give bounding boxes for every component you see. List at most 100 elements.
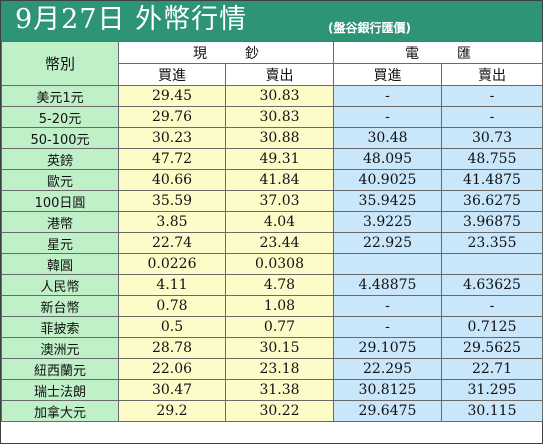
tt-sell-rate: 22.71	[441, 358, 543, 380]
cash-sell-rate: 30.83	[225, 85, 334, 107]
table-row: 人民幣 4.11 4.78 4.48875 4.63625	[1, 274, 543, 296]
cash-buy-rate: 47.72	[118, 148, 226, 170]
cash-buy-rate: 0.0226	[118, 253, 226, 275]
tt-sell-rate: 4.63625	[441, 274, 543, 296]
tt-buy-rate: 29.6475	[333, 400, 442, 422]
cash-sell-rate: 30.88	[225, 127, 334, 149]
table-row: 100日圓 35.59 37.03 35.9425 36.6275	[1, 190, 543, 212]
tt-buy-rate: -	[333, 85, 442, 107]
cash-buy-rate: 29.2	[118, 400, 226, 422]
tt-sell-rate	[441, 253, 543, 275]
cash-sell-rate: 0.0308	[225, 253, 334, 275]
rate-table-body: 美元1元 29.45 30.83- -5-20元 29.76 30.83- -50-100元…	[1, 85, 543, 422]
cash-buy-rate: 28.78	[118, 337, 226, 359]
cash-buy-rate: 0.78	[118, 295, 226, 317]
table-row: 美元1元 29.45 30.83- -	[1, 85, 543, 107]
tt-buy-rate: 30.48	[333, 127, 442, 149]
cash-buy-rate: 40.66	[118, 169, 226, 191]
cash-sell-rate: 23.18	[225, 358, 334, 380]
tt-sell-rate: -	[441, 295, 543, 317]
cash-buy-rate: 3.85	[118, 211, 226, 233]
table-row: 澳洲元 28.78 30.15 29.1075 29.5625	[1, 337, 543, 359]
cash-sell-rate: 1.08	[225, 295, 334, 317]
table-row: 星元 22.74 23.44 22.925 23.355	[1, 232, 543, 254]
tt-buy-rate: 4.48875	[333, 274, 442, 296]
tt-buy-rate: 29.1075	[333, 337, 442, 359]
tt-sell-rate: 36.6275	[441, 190, 543, 212]
tt-sell-rate: 31.295	[441, 379, 543, 401]
cash-buy-rate: 35.59	[118, 190, 226, 212]
tt-buy-rate: 22.295	[333, 358, 442, 380]
tt-sell-rate: 48.755	[441, 148, 543, 170]
currency-name: 澳洲元	[1, 337, 119, 359]
currency-name: 紐西蘭元	[1, 358, 119, 380]
table-row: 英鎊 47.72 49.31 48.095 48.755	[1, 148, 543, 170]
table-row: 5-20元 29.76 30.83- -	[1, 106, 543, 128]
currency-name: 韓圓	[1, 253, 119, 275]
tt-buy-rate: 48.095	[333, 148, 442, 170]
tt-sell-rate: -	[441, 106, 543, 128]
tt-buy-rate: -	[333, 295, 442, 317]
currency-name: 港幣	[1, 211, 119, 233]
table-row: 港幣 3.85 4.04 3.9225 3.96875	[1, 211, 543, 233]
tt-buy-rate: 40.9025	[333, 169, 442, 191]
cash-sell-header: 賣出	[225, 63, 334, 86]
cash-buy-rate: 4.11	[118, 274, 226, 296]
cash-buy-header: 買進	[118, 63, 226, 86]
tt-buy-rate	[333, 253, 442, 275]
tt-buy-rate: 30.8125	[333, 379, 442, 401]
table-row: 新台幣 0.78 1.08- -	[1, 295, 543, 317]
tt-sell-rate: 3.96875	[441, 211, 543, 233]
tt-sell-rate: 29.5625	[441, 337, 543, 359]
tt-buy-rate: -	[333, 316, 442, 338]
cash-buy-rate: 0.5	[118, 316, 226, 338]
cash-buy-rate: 29.76	[118, 106, 226, 128]
currency-name: 人民幣	[1, 274, 119, 296]
cash-group-header: 現鈔	[118, 41, 334, 64]
cash-sell-rate: 41.84	[225, 169, 334, 191]
currency-name: 50-100元	[1, 127, 119, 149]
cash-sell-rate: 30.15	[225, 337, 334, 359]
currency-name: 英鎊	[1, 148, 119, 170]
tt-buy-rate: 35.9425	[333, 190, 442, 212]
cash-buy-rate: 29.45	[118, 85, 226, 107]
currency-name: 星元	[1, 232, 119, 254]
cash-sell-rate: 23.44	[225, 232, 334, 254]
tt-buy-rate: -	[333, 106, 442, 128]
cash-sell-rate: 4.04	[225, 211, 334, 233]
table-row: 瑞士法朗 30.47 31.38 30.8125 31.295	[1, 379, 543, 401]
currency-column-header: 幣別	[1, 41, 119, 86]
exchange-rate-table: 幣別 現鈔 電匯 買進 賣出 買進 賣出 美元1元 29.45 30.83- -5-2…	[1, 41, 543, 422]
cash-sell-rate: 37.03	[225, 190, 334, 212]
currency-name: 歐元	[1, 169, 119, 191]
tt-buy-rate: 3.9225	[333, 211, 442, 233]
page-title: 9月27日 外幣行情	[15, 4, 248, 35]
tt-sell-rate: -	[441, 85, 543, 107]
cash-sell-rate: 49.31	[225, 148, 334, 170]
tt-buy-header: 買進	[333, 63, 442, 86]
table-row: 韓圓 0.0226 0.0308	[1, 253, 543, 275]
table-row: 歐元 40.66 41.84 40.9025 41.4875	[1, 169, 543, 191]
title-bar: 9月27日 外幣行情 (盤谷銀行匯價)	[1, 1, 542, 41]
cash-sell-rate: 31.38	[225, 379, 334, 401]
currency-name: 加拿大元	[1, 400, 119, 422]
cash-sell-rate: 30.22	[225, 400, 334, 422]
table-row: 加拿大元 29.2 30.22 29.6475 30.115	[1, 400, 543, 422]
currency-name: 5-20元	[1, 106, 119, 128]
cash-sell-rate: 4.78	[225, 274, 334, 296]
tt-buy-rate: 22.925	[333, 232, 442, 254]
currency-name: 菲披索	[1, 316, 119, 338]
tt-sell-rate: 30.115	[441, 400, 543, 422]
tt-sell-header: 賣出	[441, 63, 543, 86]
cash-sell-rate: 0.77	[225, 316, 334, 338]
currency-name: 美元1元	[1, 85, 119, 107]
currency-name: 新台幣	[1, 295, 119, 317]
cash-sell-rate: 30.83	[225, 106, 334, 128]
table-row: 50-100元 30.23 30.88 30.48 30.73	[1, 127, 543, 149]
currency-name: 100日圓	[1, 190, 119, 212]
table-row: 紐西蘭元 22.06 23.18 22.295 22.71	[1, 358, 543, 380]
cash-buy-rate: 22.06	[118, 358, 226, 380]
page-subtitle: (盤谷銀行匯價)	[328, 21, 411, 35]
tt-sell-rate: 30.73	[441, 127, 543, 149]
